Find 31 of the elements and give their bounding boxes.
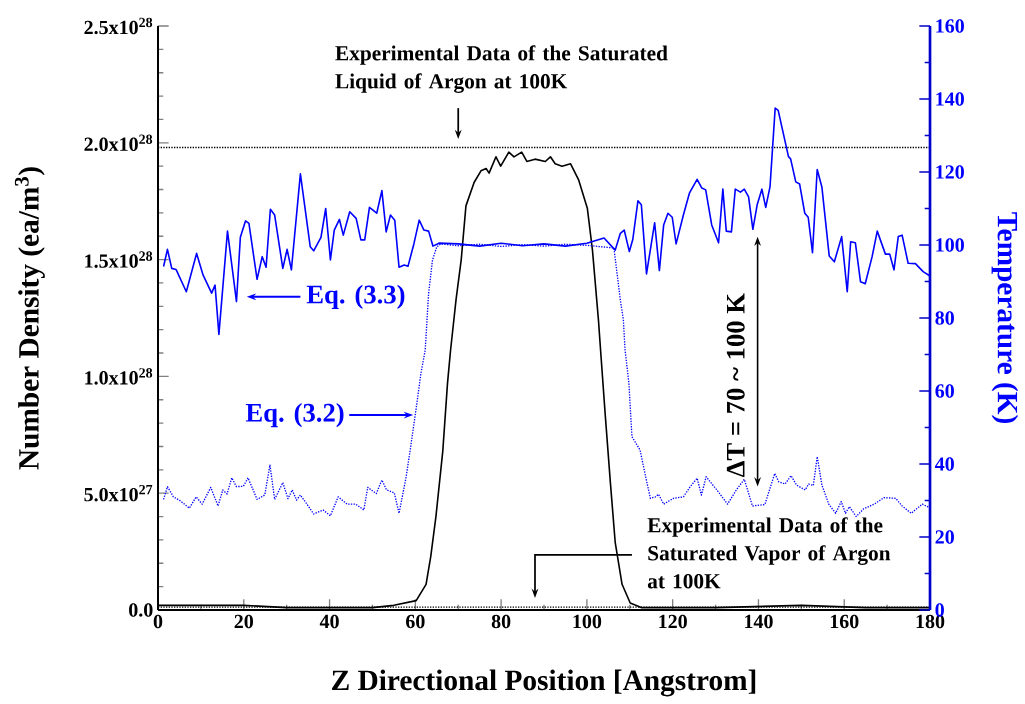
x-tick-label: 20 bbox=[234, 614, 254, 629]
y-tick-label: 2.5x10$^{28}$ bbox=[84, 17, 153, 35]
x-tick-label: 160 bbox=[830, 614, 859, 629]
annotation: Eq. (3.2) bbox=[245, 403, 344, 428]
x-tick-label: 100 bbox=[573, 614, 602, 629]
x-axis-title: Z Directional Position [Angstrom] bbox=[332, 669, 756, 697]
x-tick-label: 40 bbox=[319, 614, 339, 629]
y2-tick-label: 160 bbox=[936, 19, 964, 33]
y-tick-label: 1.5x10$^{28}$ bbox=[85, 251, 153, 268]
ref-line-label: Experimental Data of the Saturated Liquid of Argon at 100K bbox=[335, 45, 668, 93]
y2-tick-label: 140 bbox=[936, 92, 964, 106]
x-tick-label: 60 bbox=[406, 614, 425, 629]
y-tick-label: 5.0x10$^{27}$ bbox=[84, 484, 153, 502]
y2-tick-label: 20 bbox=[935, 530, 954, 544]
y2-tick-label: 60 bbox=[935, 384, 954, 398]
y2-tick-label: 40 bbox=[934, 457, 954, 471]
y-tick-label: 2.0x10$^{28}$ bbox=[84, 134, 153, 152]
annotation: ΔT = 70 ~ 100 K bbox=[726, 293, 745, 477]
ref-line-label: Experimental Data of the Saturated Vapor of Argon at 100K bbox=[647, 517, 891, 589]
y-axis-title: Number Density (ea/m$^{3}$) bbox=[14, 167, 45, 470]
x-tick-label: 120 bbox=[659, 614, 687, 629]
x-tick-label: 140 bbox=[745, 614, 773, 629]
y2-tick-label: 100 bbox=[936, 238, 964, 252]
x-tick-label: 80 bbox=[491, 614, 511, 629]
annotation: Eq. (3.3) bbox=[306, 284, 405, 309]
y2-tick-label: 120 bbox=[936, 165, 964, 179]
x-tick-label: 0 bbox=[153, 614, 163, 629]
y-tick-label: 1.0x10$^{28}$ bbox=[85, 368, 153, 385]
y2-axis-title: Temperature (K) bbox=[991, 212, 1019, 424]
y2-tick-label: 80 bbox=[935, 311, 954, 325]
y-tick-label: 0.0 bbox=[129, 603, 153, 617]
